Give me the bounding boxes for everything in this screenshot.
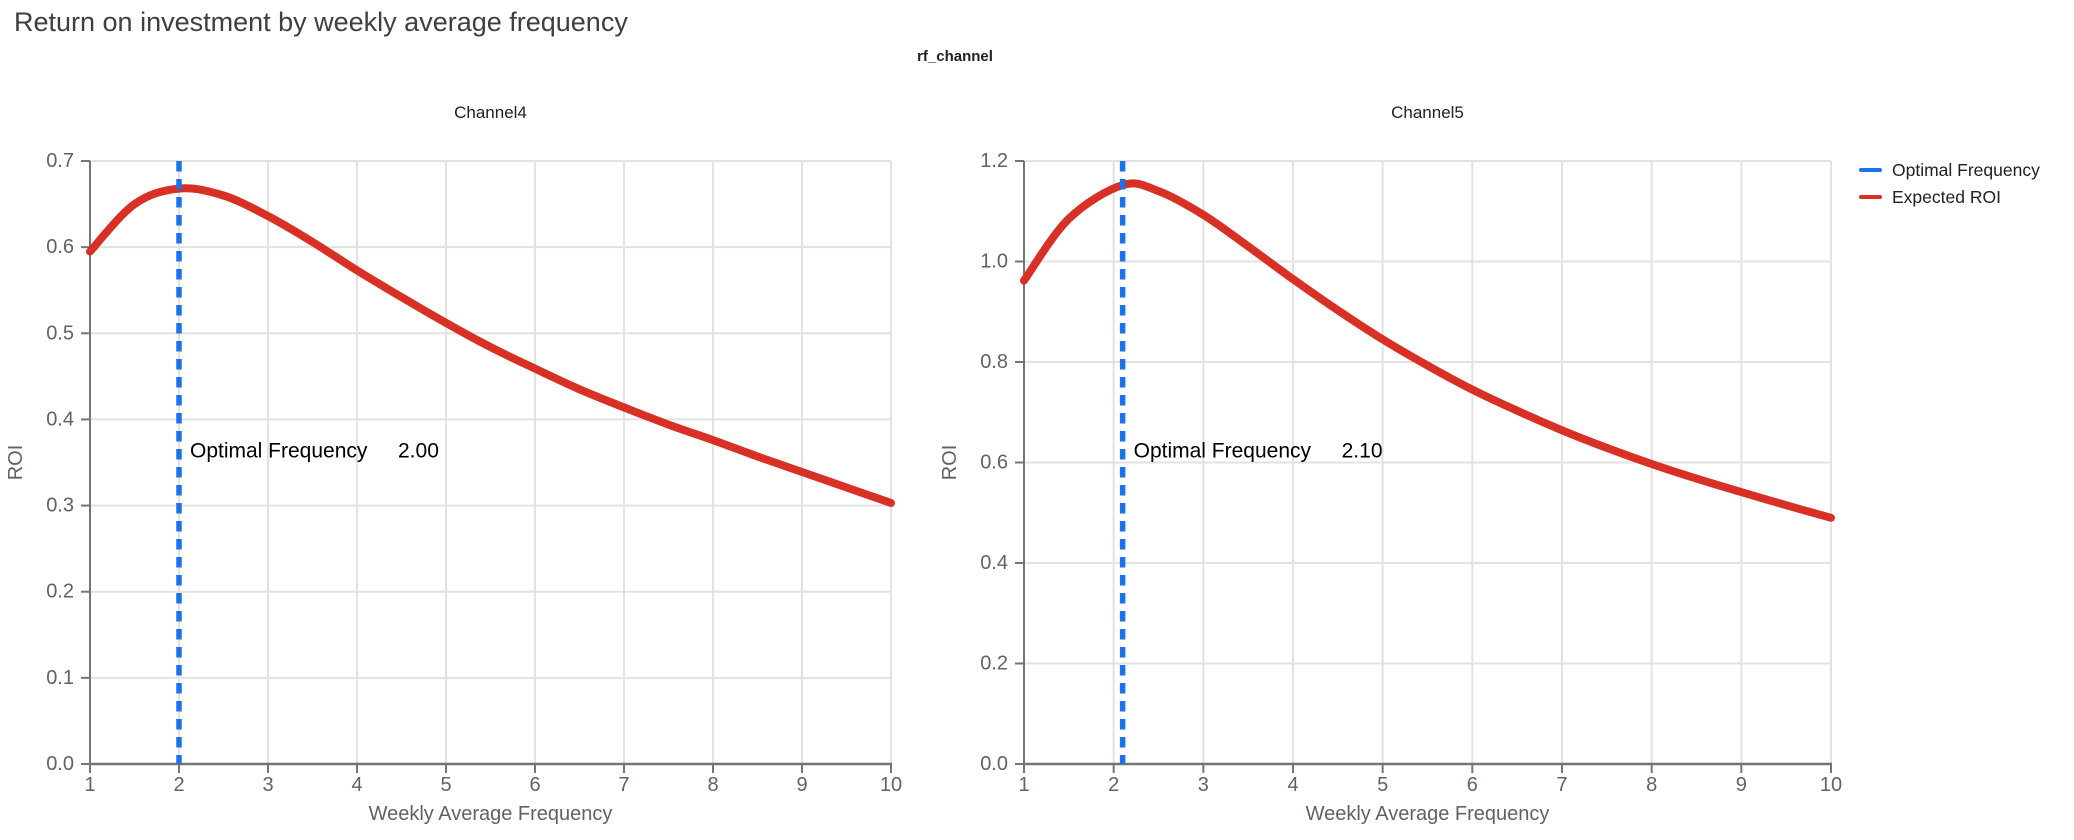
annotation-label: Optimal Frequency [1134,440,1312,463]
x-tick-label: 10 [1820,774,1842,796]
x-tick-label: 10 [880,774,902,796]
x-tick-label: 4 [1287,774,1298,796]
y-axis-label: ROI [5,445,27,481]
y-axis-label: ROI [939,445,961,481]
legend-item-label: Optimal Frequency [1892,159,2040,180]
chart-title: Channel5 [1391,103,1464,122]
y-tick-label: 0.4 [46,408,74,430]
y-tick-label: 0.4 [980,552,1008,574]
x-tick-label: 3 [262,774,273,796]
annotation-value: 2.00 [398,440,439,463]
x-tick-label: 4 [351,774,362,796]
y-tick-label: 0.1 [46,667,74,689]
x-tick-label: 9 [1736,774,1747,796]
x-tick-label: 3 [1198,774,1209,796]
x-tick-label: 1 [1018,774,1029,796]
y-tick-label: 0.5 [46,322,74,344]
page-title: Return on investment by weekly average f… [14,7,628,37]
x-tick-label: 6 [529,774,540,796]
x-tick-label: 1 [84,774,95,796]
y-tick-label: 0.7 [46,150,74,172]
x-tick-label: 9 [796,774,807,796]
y-tick-label: 0.2 [980,653,1008,675]
expected-roi-curve[interactable] [1020,179,1835,522]
y-tick-label: 0.2 [46,581,74,603]
x-tick-label: 8 [707,774,718,796]
x-axis-label: Weekly Average Frequency [1306,803,1550,825]
x-tick-label: 5 [440,774,451,796]
annotation-value: 2.10 [1342,440,1383,463]
x-tick-label: 6 [1467,774,1478,796]
annotation-label: Optimal Frequency [190,440,368,463]
y-tick-label: 0.6 [980,452,1008,474]
y-tick-label: 0.0 [980,753,1008,775]
y-tick-label: 0.6 [46,236,74,258]
chart-title: Channel4 [454,103,527,122]
chart-legend: Optimal Frequency Expected ROI [1859,160,2040,207]
x-tick-label: 7 [1556,774,1567,796]
x-tick-label: 2 [173,774,184,796]
legend-item-label: Expected ROI [1892,186,2001,207]
chart-channel5: 0.0 0.2 0.4 0.6 0.8 1.0 1.2 1 2 3 4 5 6 7 8 9 10 Channel5… [939,103,1842,825]
x-tick-label: 8 [1646,774,1657,796]
y-tick-label: 0.3 [46,495,74,517]
optimal-frequency-line-swatch [1859,168,1882,172]
y-tick-label: 0.0 [46,753,74,775]
facet-title: rf_channel [917,48,993,65]
x-tick-label: 5 [1377,774,1388,796]
expected-roi-curve[interactable] [86,184,895,507]
y-tick-label: 0.8 [980,351,1008,373]
legend-item-expected-roi[interactable]: Expected ROI [1859,187,2040,207]
x-tick-label: 7 [618,774,629,796]
y-tick-label: 1.0 [980,251,1008,273]
x-axis-label: Weekly Average Frequency [369,803,613,825]
chart-channel4: 0.0 0.1 0.2 0.3 0.4 0.5 0.6 0.7 1 2 3 4 5 6 7 8 9 10 Chann… [5,103,902,825]
y-tick-label: 1.2 [980,150,1008,172]
x-tick-label: 2 [1108,774,1119,796]
legend-item-optimal-frequency[interactable]: Optimal Frequency [1859,160,2040,180]
expected-roi-line-swatch [1859,195,1882,199]
